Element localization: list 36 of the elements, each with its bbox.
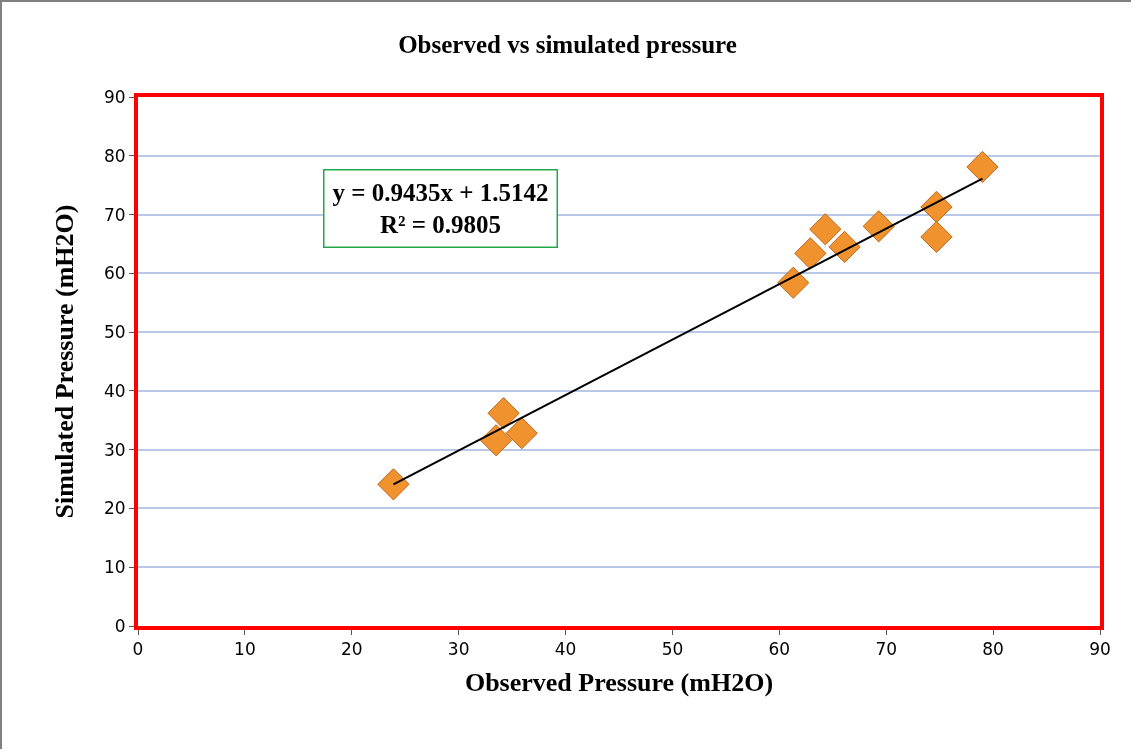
point	[828, 230, 861, 263]
x-axis-title: Observed Pressure (mH2O)	[464, 667, 774, 697]
point	[862, 210, 895, 243]
y-tick-label: 80	[103, 145, 126, 166]
y-tick-label: 50	[103, 322, 126, 343]
x-tick-label: 40	[554, 639, 577, 660]
y-tick-label: 90	[103, 86, 126, 107]
x-tick-label: 90	[1089, 639, 1111, 660]
point	[777, 266, 810, 299]
y-tick-label: 60	[103, 263, 126, 284]
point	[794, 237, 827, 270]
y-tick-label: 0	[114, 615, 126, 636]
x-tick-label: 10	[234, 639, 256, 660]
y-tick-label: 70	[103, 204, 126, 225]
point	[505, 417, 538, 450]
y-tick-label: 10	[103, 557, 126, 578]
y-tick-label: 20	[103, 498, 126, 519]
x-tick-label: 60	[768, 639, 791, 660]
x-tick-label: 30	[447, 639, 470, 660]
x-tick-label: 70	[875, 639, 898, 660]
y-tick-label: 30	[103, 439, 126, 460]
y-axis-title: Simulated Pressure (mH2O)	[50, 204, 79, 519]
x-tick-label: 80	[982, 639, 1004, 660]
annotation: R² = 0.9805	[379, 211, 502, 238]
point	[966, 150, 999, 184]
x-tick-label: 0	[132, 639, 144, 660]
point	[377, 468, 410, 501]
point	[487, 397, 520, 430]
point	[920, 220, 953, 253]
x-tick-label: 50	[661, 639, 684, 660]
y-tick-label: 40	[103, 380, 126, 401]
chart-title: Observed vs simulated pressure	[398, 31, 737, 59]
point	[809, 213, 842, 246]
point	[479, 424, 513, 457]
annotation: y = 0.9435x + 1.5142	[332, 178, 549, 206]
x-tick-label: 20	[340, 639, 363, 660]
